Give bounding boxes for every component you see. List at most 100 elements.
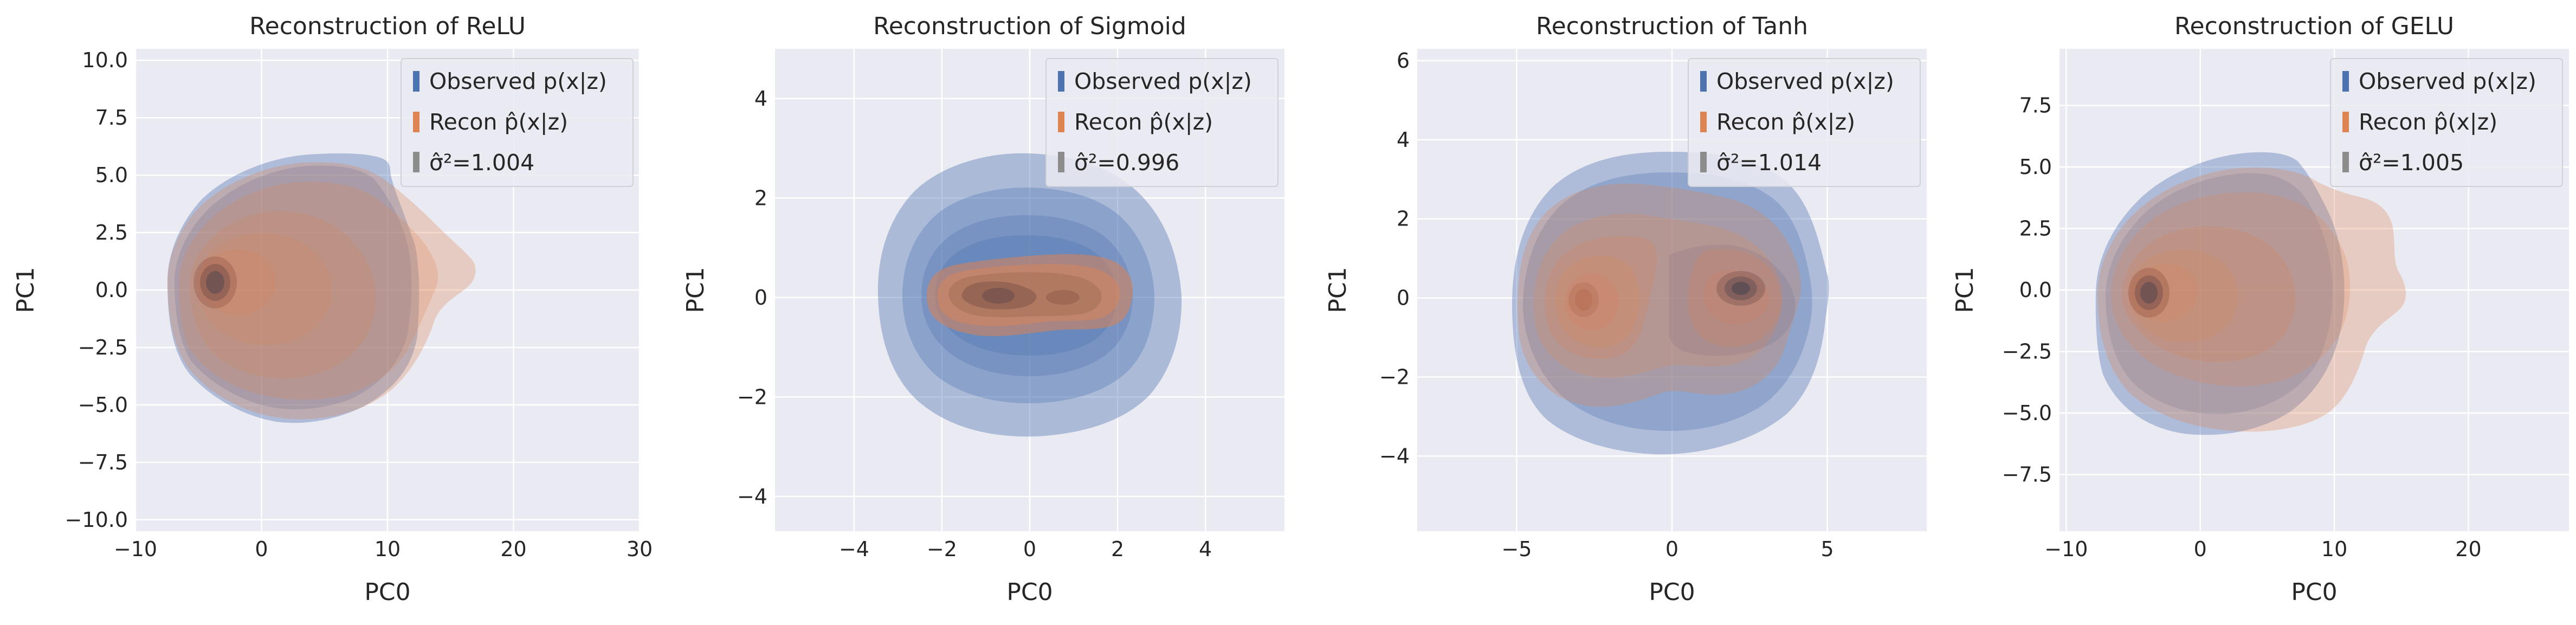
recon-density-level-3 xyxy=(2122,226,2296,362)
y-tick-label: −2.5 xyxy=(78,336,128,359)
observed-density-level-2 xyxy=(2106,173,2333,415)
x-tick-label: 0 xyxy=(1665,537,1678,561)
y-tick-labels: −4 −2 0 2 4 xyxy=(737,87,767,508)
legend-swatch-recon xyxy=(1058,112,1064,132)
legend-label-observed: Observed p(x|z) xyxy=(2359,68,2536,94)
recon-density-level-1 xyxy=(167,162,476,420)
chart-title: Reconstruction of GELU xyxy=(2174,12,2454,40)
legend-frame xyxy=(401,58,634,187)
y-tick-label: −2.5 xyxy=(2002,340,2052,364)
y-tick-labels: −10.0 −7.5 −5.0 −2.5 0.0 2.5 5.0 7.5 10.0 xyxy=(65,48,128,532)
recon-density-level-2 xyxy=(2111,192,2351,386)
y-tick-label: 10.0 xyxy=(82,48,128,72)
y-tick-label: 5.0 xyxy=(95,163,128,187)
legend-swatch-observed xyxy=(1058,71,1064,92)
legend-frame xyxy=(2330,58,2563,187)
dense-core xyxy=(1568,271,1765,317)
dense-core-level-3 xyxy=(2140,282,2158,304)
y-tick-label: −7.5 xyxy=(2002,463,2052,487)
legend-frame xyxy=(1045,58,1279,187)
subplot-tanh: Reconstruction of Tanh xyxy=(1324,12,1927,606)
y-tick-label: 0.0 xyxy=(2019,278,2052,302)
legend-swatch-sigma xyxy=(2342,152,2349,172)
chart-title: Reconstruction of ReLU xyxy=(249,12,526,40)
x-tick-label: 0 xyxy=(2194,537,2207,561)
x-tick-label: 20 xyxy=(500,537,526,561)
x-tick-label: 30 xyxy=(627,537,653,561)
subplot-sigmoid: Reconstruction of Sigmoid −4 −2 0 2 4 −4 −2 0 2… xyxy=(682,12,1284,606)
legend-label-sigma: σ̂²=1.005 xyxy=(2359,150,2464,176)
legend-swatch-observed xyxy=(413,71,419,92)
y-tick-label: 2.5 xyxy=(95,221,128,244)
recon-density-level-5 xyxy=(199,249,276,315)
x-tick-labels: −10 0 10 20 xyxy=(2044,537,2481,561)
legend-swatch-sigma xyxy=(413,152,419,172)
legend: Observed p(x|z) Recon p̂(x|z) σ̂²=1.014 xyxy=(1688,58,1921,187)
legend: Observed p(x|z) Recon p̂(x|z) σ̂²=1.004 xyxy=(401,58,634,187)
y-tick-label: 2 xyxy=(1397,207,1410,231)
y-axis-label: PC1 xyxy=(1951,267,1979,313)
y-tick-label: 6 xyxy=(1397,49,1410,73)
dense-core-left-level-2 xyxy=(1575,289,1592,311)
x-axis-label: PC0 xyxy=(2291,578,2337,606)
legend-swatch-sigma xyxy=(1700,152,1707,172)
legend-swatch-observed xyxy=(1700,71,1707,92)
legend-swatch-recon xyxy=(413,112,419,132)
recon-density-level-6 xyxy=(1703,270,1769,325)
y-tick-label: 7.5 xyxy=(2019,93,2052,117)
y-tick-label: −2 xyxy=(1379,365,1410,389)
y-tick-label: 0 xyxy=(1397,286,1410,310)
y-tick-label: −4 xyxy=(737,485,767,508)
recon-density-level-1 xyxy=(1518,183,1801,407)
x-axis-label: PC0 xyxy=(1006,578,1053,606)
legend: Observed p(x|z) Recon p̂(x|z) σ̂²=0.996 xyxy=(1045,58,1279,187)
subplot-gelu: Reconstruction of GELU −10 0 10 20 −7.5 −5.0 xyxy=(1951,12,2569,606)
x-tick-label: −5 xyxy=(1501,537,1532,561)
x-tick-label: 10 xyxy=(375,537,401,561)
y-tick-label: 2 xyxy=(754,186,767,210)
recon-density-contours xyxy=(167,162,476,420)
y-tick-label: 4 xyxy=(754,87,767,111)
y-tick-label: 5.0 xyxy=(2019,155,2052,179)
density-layers xyxy=(1512,152,1829,455)
x-tick-label: −10 xyxy=(2044,537,2088,561)
recon-density-contours xyxy=(2097,167,2406,432)
y-tick-label: −7.5 xyxy=(78,450,128,474)
recon-density-level-2 xyxy=(1534,214,1783,378)
legend-label-recon: Recon p̂(x|z) xyxy=(1716,109,1855,135)
recon-density-level-5 xyxy=(2130,263,2198,323)
y-axis-label: PC1 xyxy=(682,267,709,313)
x-tick-label: −2 xyxy=(927,537,957,561)
x-tick-label: 0 xyxy=(255,537,268,561)
recon-density-level-5 xyxy=(982,288,1015,304)
observed-density-level-3 xyxy=(1669,244,1796,356)
y-axis-label: PC1 xyxy=(1324,267,1352,313)
legend-label-recon: Recon p̂(x|z) xyxy=(2359,109,2497,135)
recon-density-level-4 xyxy=(196,233,332,345)
x-tick-label: −10 xyxy=(114,537,157,561)
dense-core xyxy=(193,256,237,308)
y-tick-labels: −7.5 −5.0 −2.5 0.0 2.5 5.0 7.5 xyxy=(2002,93,2052,486)
recon-density-level-6 xyxy=(1046,290,1080,305)
legend-label-recon: Recon p̂(x|z) xyxy=(1074,109,1213,135)
legend-label-observed: Observed p(x|z) xyxy=(429,68,607,94)
grid-lines xyxy=(134,49,641,531)
recon-density-level-5 xyxy=(1555,256,1639,347)
dense-core xyxy=(2128,268,2170,318)
y-tick-label: 7.5 xyxy=(95,106,128,130)
observed-density-level-1 xyxy=(2095,152,2345,435)
y-tick-label: 2.5 xyxy=(2019,216,2052,240)
legend-swatch-observed xyxy=(2342,71,2349,92)
x-tick-label: 4 xyxy=(1199,537,1212,561)
observed-density-contours xyxy=(167,153,419,423)
legend-label-sigma: σ̂²=1.014 xyxy=(1716,150,1822,176)
legend-label-recon: Recon p̂(x|z) xyxy=(429,109,568,135)
legend-label-observed: Observed p(x|z) xyxy=(1074,68,1252,94)
observed-density-level-1 xyxy=(1512,152,1829,455)
x-tick-label: 10 xyxy=(2321,537,2347,561)
observed-density-level-2 xyxy=(175,165,412,409)
observed-density-level-1 xyxy=(167,153,419,423)
subplot-relu: Reconstruction of ReLU −10 0 10 20 30 −10.0− xyxy=(12,12,653,606)
y-axis-label: PC1 xyxy=(12,267,40,313)
y-tick-label: −2 xyxy=(737,385,767,409)
